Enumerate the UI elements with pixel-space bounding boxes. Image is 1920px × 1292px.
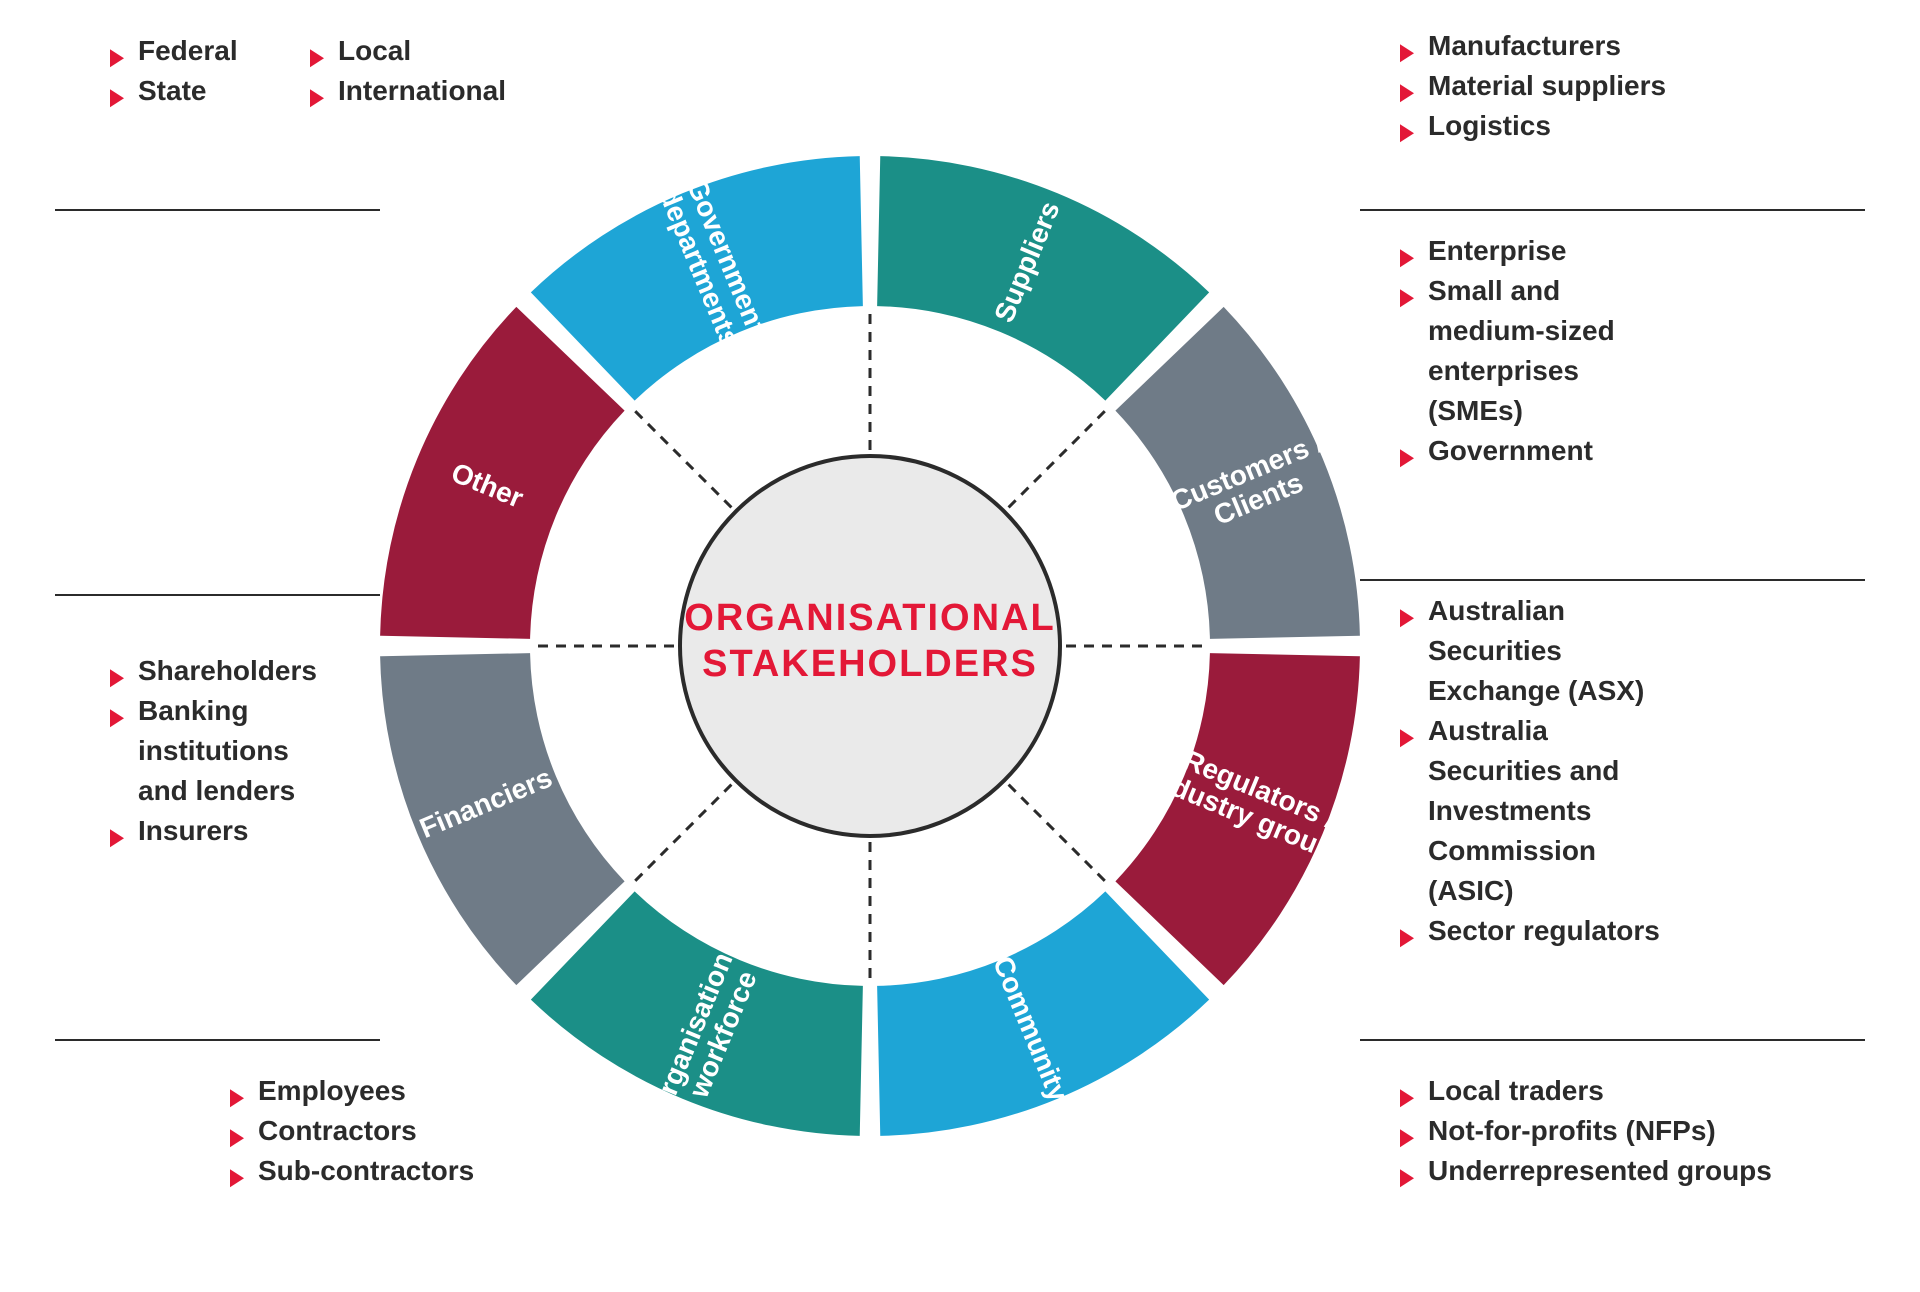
bullet-text: Commission: [1428, 835, 1596, 866]
bullet-marker-icon: [110, 89, 124, 107]
bullet-text: Local traders: [1428, 1075, 1604, 1106]
bullet-marker-icon: [1400, 1089, 1414, 1107]
bullet-text: Employees: [258, 1075, 406, 1106]
bullet-text: Sub-contractors: [258, 1155, 474, 1186]
segment-suppliers: [877, 156, 1209, 400]
bullet-text: State: [138, 75, 206, 106]
bullet-text: Enterprise: [1428, 235, 1567, 266]
bullet-marker-icon: [1400, 729, 1414, 747]
customers-bullets: Enterprise Small and medium-sized enterpris…: [1400, 235, 1615, 467]
stakeholder-diagram: SuppliersCustomers /ClientsRegulators /I…: [0, 0, 1920, 1292]
bullet-marker-icon: [110, 669, 124, 687]
bullet-marker-icon: [1400, 124, 1414, 142]
bullet-text: Australian: [1428, 595, 1565, 626]
bullet-marker-icon: [310, 49, 324, 67]
bullet-text: Government: [1428, 435, 1593, 466]
bullet-marker-icon: [310, 89, 324, 107]
community-bullets: Local traders Not-for-profits (NFPs) Under…: [1400, 1075, 1772, 1187]
bullet-text: (ASIC): [1428, 875, 1514, 906]
center-title-line2: STAKEHOLDERS: [702, 643, 1038, 685]
bullet-marker-icon: [1400, 289, 1414, 307]
spoke-line: [1009, 410, 1107, 508]
bullet-text: Insurers: [138, 815, 249, 846]
bullet-text: Not-for-profits (NFPs): [1428, 1115, 1716, 1146]
bullet-text: International: [338, 75, 506, 106]
bullet-marker-icon: [1400, 249, 1414, 267]
bullet-marker-icon: [1400, 929, 1414, 947]
bullet-text: Small and: [1428, 275, 1560, 306]
bullet-marker-icon: [1400, 84, 1414, 102]
bullet-text: Investments: [1428, 795, 1591, 826]
bullet-text: Contractors: [258, 1115, 417, 1146]
bullet-text: Banking: [138, 695, 248, 726]
bullet-text: Sector regulators: [1428, 915, 1660, 946]
bullet-marker-icon: [230, 1089, 244, 1107]
bullet-marker-icon: [230, 1129, 244, 1147]
segment-community: [877, 891, 1209, 1135]
bullet-marker-icon: [110, 829, 124, 847]
bullet-marker-icon: [1400, 609, 1414, 627]
bullet-text: Shareholders: [138, 655, 317, 686]
bullet-text: Material suppliers: [1428, 70, 1666, 101]
bullet-marker-icon: [1400, 1129, 1414, 1147]
bullet-text: medium-sized: [1428, 315, 1615, 346]
financiers-bullets: Shareholders Banking institutions and lende…: [110, 655, 317, 847]
bullet-marker-icon: [1400, 449, 1414, 467]
bullet-text: Underrepresented groups: [1428, 1155, 1772, 1186]
bullet-marker-icon: [230, 1169, 244, 1187]
bullet-text: enterprises: [1428, 355, 1579, 386]
bullet-text: Securities and: [1428, 755, 1619, 786]
spoke-line: [1009, 785, 1107, 883]
bullet-text: Logistics: [1428, 110, 1551, 141]
bullet-text: Exchange (ASX): [1428, 675, 1644, 706]
bullet-marker-icon: [110, 49, 124, 67]
bullet-marker-icon: [1400, 1169, 1414, 1187]
spoke-line: [634, 410, 732, 508]
bullet-marker-icon: [110, 709, 124, 727]
bullet-marker-icon: [1400, 44, 1414, 62]
bullet-text: Federal: [138, 35, 238, 66]
workforce-bullets: Employees Contractors Sub-contractors: [230, 1075, 474, 1187]
suppliers-bullets: Manufacturers Material suppliers Logistics: [1400, 30, 1666, 142]
bullet-text: Securities: [1428, 635, 1562, 666]
bullet-text: Manufacturers: [1428, 30, 1621, 61]
bullet-text: Local: [338, 35, 411, 66]
segment-other: [380, 307, 624, 639]
bullet-text: and lenders: [138, 775, 295, 806]
gov-bullets: Federal State Local International: [110, 35, 506, 107]
spoke-line: [634, 785, 732, 883]
bullet-text: institutions: [138, 735, 289, 766]
bullet-text: (SMEs): [1428, 395, 1523, 426]
center-title-line1: ORGANISATIONAL: [684, 597, 1055, 639]
regulators-bullets: Australian Securities Exchange (ASX) Austra…: [1400, 595, 1660, 947]
bullet-text: Australia: [1428, 715, 1548, 746]
